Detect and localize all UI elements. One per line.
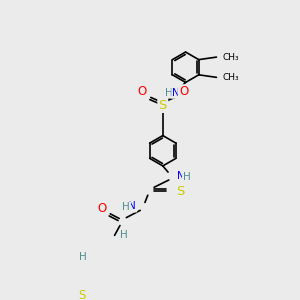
Text: CH₃: CH₃ [223,52,239,62]
Text: H: H [79,252,87,262]
Text: N: N [177,171,184,181]
Text: S: S [159,99,167,112]
Text: O: O [179,85,188,98]
Text: S: S [176,185,184,198]
Text: H: H [120,230,128,240]
Text: H: H [122,202,130,212]
Text: N: N [172,88,180,98]
Text: O: O [137,85,147,98]
Text: CH₃: CH₃ [223,73,239,82]
Text: N: N [128,201,136,212]
Text: H: H [183,172,191,182]
Text: S: S [78,289,85,300]
Text: H: H [165,88,173,98]
Text: O: O [97,202,106,215]
